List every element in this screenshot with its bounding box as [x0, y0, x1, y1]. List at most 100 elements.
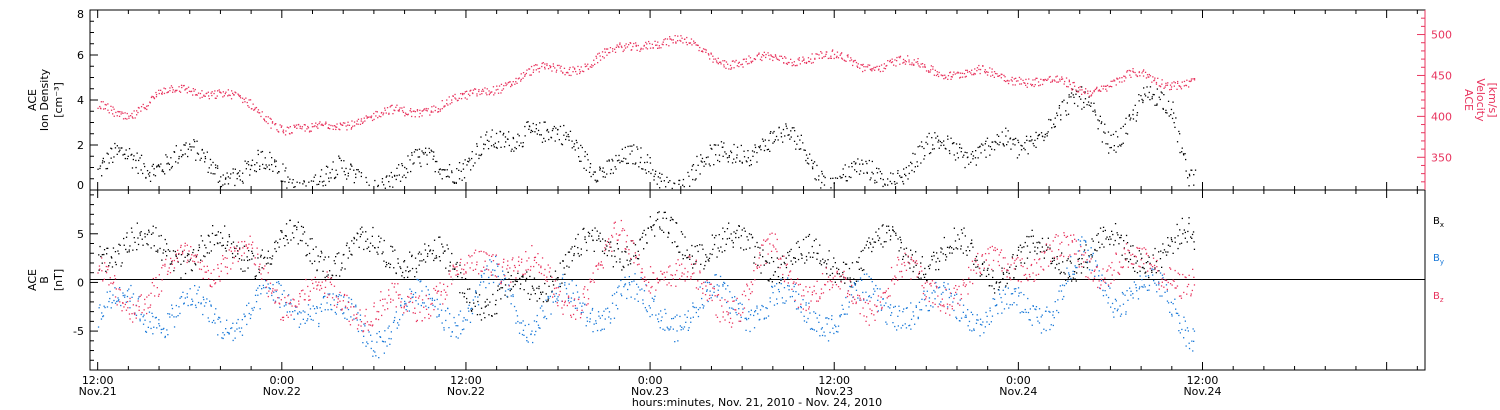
- data-point: [819, 262, 821, 264]
- data-point: [635, 162, 637, 164]
- data-point: [169, 87, 171, 89]
- data-point: [1117, 145, 1119, 148]
- data-point: [977, 319, 979, 321]
- data-point: [829, 57, 831, 59]
- data-point: [137, 298, 139, 300]
- data-point: [368, 331, 370, 333]
- data-point: [738, 225, 740, 227]
- data-point: [1076, 266, 1078, 269]
- data-point: [697, 250, 699, 253]
- data-point: [957, 234, 959, 236]
- data-point: [1100, 90, 1102, 92]
- data-point: [661, 173, 663, 175]
- data-point: [816, 330, 818, 332]
- data-point: [684, 314, 686, 316]
- data-point: [728, 155, 730, 157]
- data-point: [447, 175, 449, 177]
- data-point: [271, 121, 274, 123]
- data-point: [536, 300, 538, 302]
- data-point: [715, 144, 717, 146]
- data-point: [1188, 217, 1190, 219]
- data-point: [704, 264, 706, 267]
- data-point: [128, 251, 130, 253]
- data-point: [527, 341, 529, 343]
- data-point: [445, 319, 447, 322]
- data-point: [654, 295, 656, 297]
- data-point: [327, 166, 329, 168]
- data-point: [1072, 277, 1074, 279]
- data-point: [617, 308, 619, 310]
- data-point: [1102, 88, 1104, 90]
- data-point: [191, 303, 193, 306]
- data-point: [291, 182, 293, 184]
- data-point: [1142, 101, 1144, 104]
- data-point: [800, 134, 802, 136]
- data-point: [705, 51, 707, 53]
- data-point: [386, 345, 388, 347]
- data-point: [269, 257, 271, 259]
- data-point: [411, 267, 414, 270]
- data-point: [105, 265, 107, 268]
- data-point: [965, 314, 967, 316]
- data-point: [176, 257, 178, 259]
- data-point: [882, 224, 884, 226]
- data-point: [272, 299, 275, 301]
- data-point: [519, 277, 521, 280]
- data-point: [269, 288, 271, 290]
- data-point: [629, 263, 632, 265]
- data-point: [309, 290, 311, 292]
- data-point: [201, 148, 203, 151]
- data-point: [1066, 85, 1068, 88]
- data-point: [401, 298, 403, 300]
- data-point: [1134, 71, 1136, 74]
- data-point: [938, 139, 940, 141]
- data-point: [108, 284, 110, 286]
- data-point: [392, 321, 395, 323]
- data-point: [1056, 112, 1058, 114]
- data-point: [762, 140, 765, 142]
- data-point: [329, 278, 332, 280]
- data-point: [791, 295, 793, 298]
- data-point: [429, 114, 431, 116]
- data-point: [691, 165, 694, 167]
- data-point: [794, 300, 796, 303]
- data-point: [196, 152, 199, 154]
- data-point: [955, 316, 957, 318]
- data-point: [795, 242, 798, 244]
- data-point: [559, 285, 561, 288]
- data-point: [720, 141, 723, 143]
- data-point: [770, 131, 772, 133]
- data-point: [332, 128, 334, 130]
- data-point: [731, 239, 733, 242]
- data-point: [401, 275, 403, 277]
- data-point: [279, 124, 281, 126]
- data-point: [857, 158, 859, 160]
- data-point: [979, 318, 982, 320]
- data-point: [425, 285, 427, 288]
- data-point: [404, 300, 406, 303]
- data-point: [277, 242, 279, 244]
- data-point: [703, 161, 706, 163]
- data-point: [98, 254, 100, 256]
- data-point: [529, 74, 531, 76]
- data-point: [196, 140, 198, 142]
- data-point: [467, 160, 469, 162]
- data-point: [993, 76, 995, 78]
- data-point: [174, 89, 177, 92]
- data-point: [619, 162, 621, 164]
- data-point: [1120, 127, 1122, 129]
- data-point: [272, 170, 274, 172]
- data-point: [110, 282, 112, 284]
- data-point: [1004, 286, 1007, 288]
- data-point: [271, 122, 274, 124]
- data-point: [587, 159, 589, 161]
- data-point: [530, 333, 532, 335]
- data-point: [797, 58, 799, 60]
- data-point: [452, 278, 454, 281]
- data-point: [795, 261, 797, 263]
- data-point: [265, 286, 267, 289]
- data-point: [1007, 141, 1009, 143]
- data-point: [976, 70, 978, 72]
- data-point: [532, 71, 534, 73]
- data-point: [280, 299, 282, 301]
